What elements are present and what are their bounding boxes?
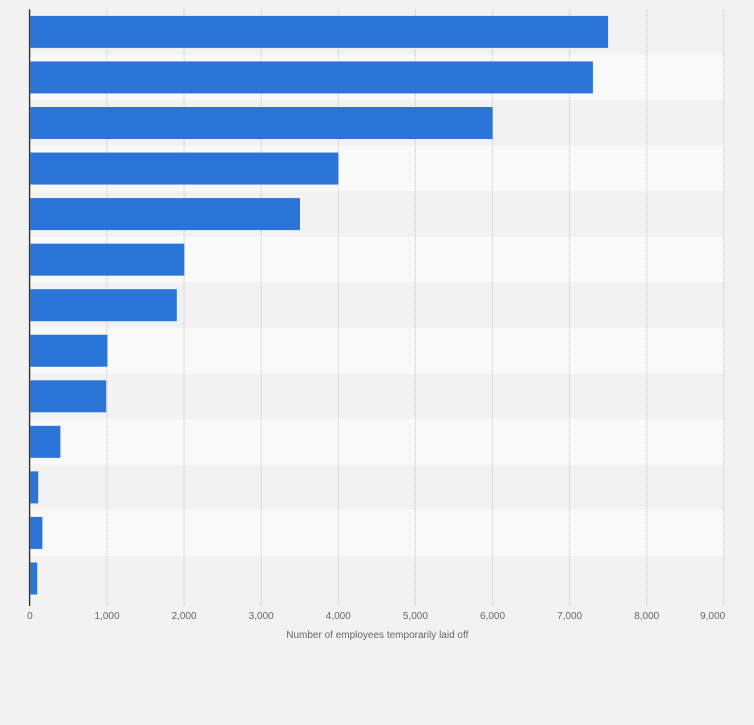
svg-text:9,000: 9,000: [700, 611, 725, 622]
svg-text:0: 0: [27, 611, 33, 622]
svg-text:5,000: 5,000: [403, 611, 428, 622]
svg-text:1,000: 1,000: [94, 611, 119, 622]
svg-text:6,000: 6,000: [480, 611, 505, 622]
svg-text:4,000: 4,000: [326, 611, 351, 622]
svg-text:7,000: 7,000: [557, 611, 582, 622]
svg-text:2,000: 2,000: [172, 611, 197, 622]
svg-text:3,000: 3,000: [249, 611, 274, 622]
svg-text:Number of employees temporaril: Number of employees temporarily laid off: [286, 630, 468, 641]
svg-text:8,000: 8,000: [634, 611, 659, 622]
